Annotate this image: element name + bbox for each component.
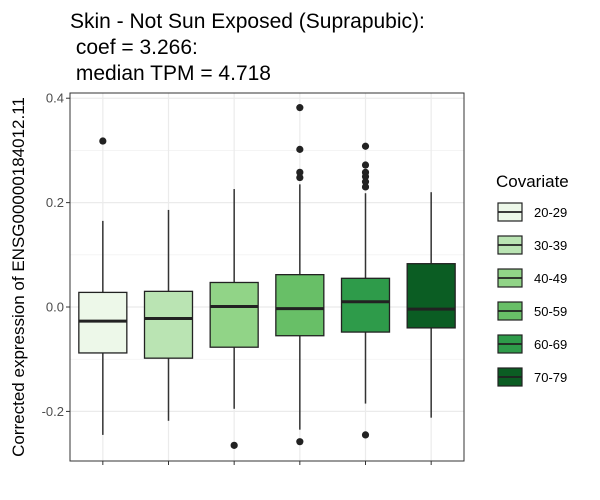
- legend: Covariate 20-29 30-39 40-49 50-59 60-69 70-79: [496, 172, 569, 387]
- outlier-point: [361, 431, 370, 439]
- outlier-point: [99, 137, 107, 145]
- box-30-39: [143, 209, 194, 421]
- outlier-point: [296, 168, 304, 176]
- y-tick-label: -0.2: [42, 404, 64, 419]
- box-body: [275, 274, 325, 337]
- y-axis-title: Corrected expression of ENSG00000184012.…: [9, 97, 28, 457]
- box-body: [406, 263, 456, 329]
- y-tick-label: 0.4: [46, 91, 64, 106]
- legend-title: Covariate: [496, 172, 569, 191]
- y-axis: -0.2 0.0 0.2 0.4: [42, 91, 70, 419]
- legend-label: 20-29: [534, 205, 567, 220]
- y-tick-label: 0.0: [46, 300, 64, 315]
- title-line-2: coef = 3.266:: [70, 36, 198, 59]
- plot-panel-border: [69, 92, 465, 462]
- outlier-point: [361, 142, 370, 150]
- title-line-1: Skin - Not Sun Exposed (Suprapubic):: [70, 10, 425, 33]
- outlier-point: [296, 145, 304, 153]
- box-body: [209, 281, 259, 348]
- outlier-point: [296, 438, 304, 446]
- box-body: [143, 290, 194, 359]
- legend-label: 70-79: [534, 370, 567, 385]
- box-50-59: [275, 104, 325, 446]
- legend-item-40-49: 40-49: [497, 268, 567, 288]
- outlier-point: [296, 173, 304, 182]
- box-body: [78, 291, 128, 354]
- box-40-49: [209, 189, 259, 449]
- outlier-point: [296, 104, 304, 112]
- outlier-point: [361, 178, 370, 186]
- legend-item-20-29: 20-29: [497, 202, 567, 222]
- legend-item-70-79: 70-79: [497, 367, 567, 387]
- legend-label: 50-59: [534, 304, 567, 319]
- x-axis: [102, 461, 432, 465]
- legend-label: 30-39: [534, 238, 567, 253]
- title-line-3: median TPM = 4.718: [70, 62, 271, 85]
- chart-title: Skin - Not Sun Exposed (Suprapubic): coe…: [70, 10, 425, 85]
- box-20-29: [78, 137, 128, 435]
- outlier-point: [230, 441, 238, 449]
- plot-panel: [70, 93, 464, 461]
- box-series: [78, 104, 456, 449]
- legend-item-50-59: 50-59: [497, 301, 567, 321]
- box-60-69: [340, 142, 391, 439]
- y-tick-label: 0.2: [46, 195, 64, 210]
- legend-label: 40-49: [534, 271, 567, 286]
- legend-label: 60-69: [534, 337, 567, 352]
- legend-item-60-69: 60-69: [497, 334, 567, 354]
- outlier-point: [361, 172, 370, 181]
- outlier-point: [361, 161, 370, 169]
- legend-item-30-39: 30-39: [497, 235, 567, 255]
- box-body: [340, 277, 391, 333]
- box-70-79: [406, 192, 456, 418]
- outlier-point: [361, 183, 370, 191]
